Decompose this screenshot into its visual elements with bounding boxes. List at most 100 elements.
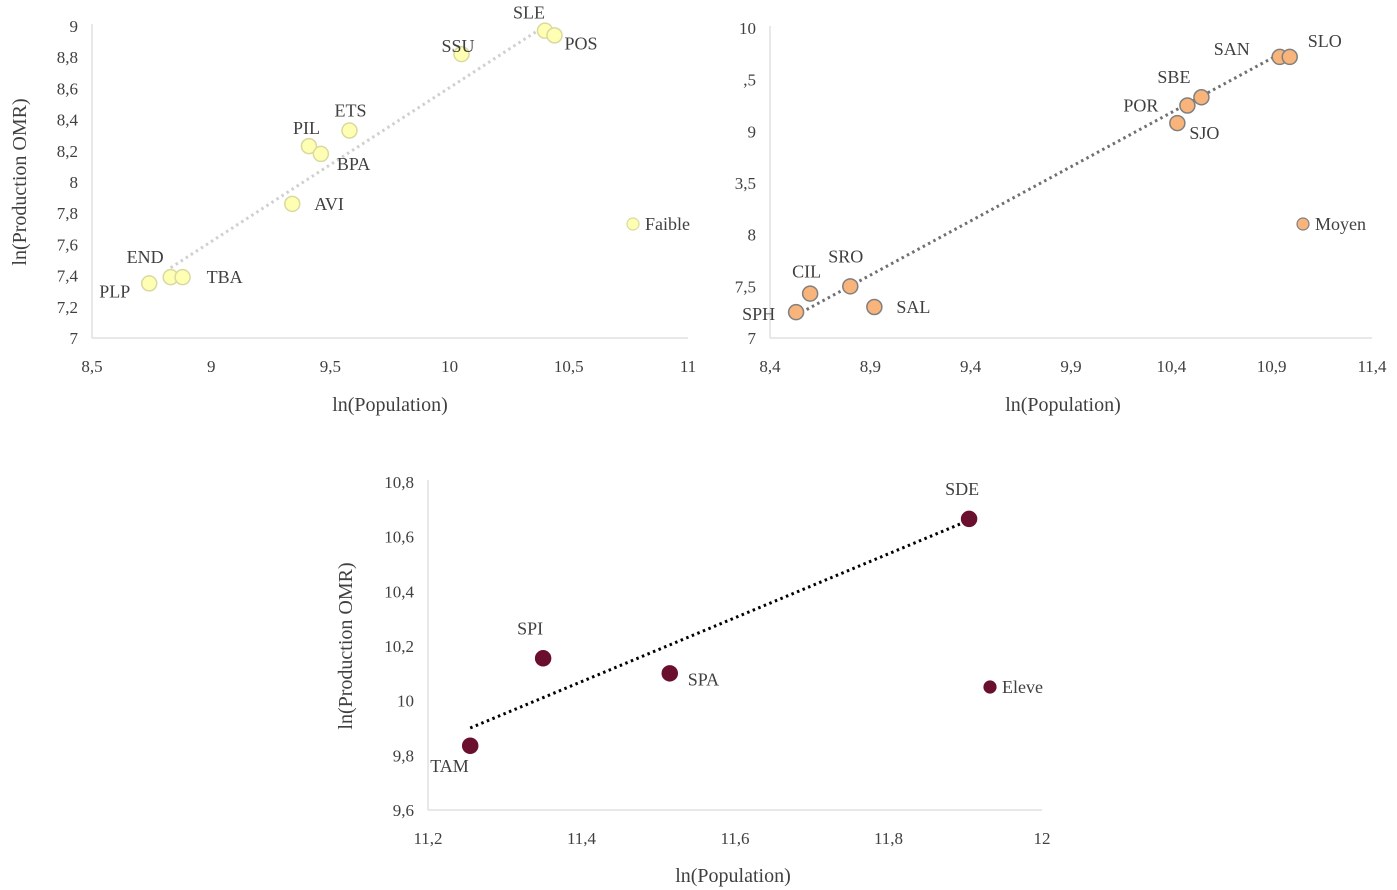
point-label: ETS	[334, 101, 366, 121]
point-label: BPA	[337, 154, 370, 174]
y-tick-label: 7,4	[57, 267, 79, 286]
point-label: SDE	[945, 479, 979, 499]
point-label: SAL	[896, 297, 930, 317]
x-tick-label: 9,5	[320, 357, 341, 376]
y-axis-title: ln(Production OMR)	[335, 562, 357, 729]
x-tick-label: 8,4	[759, 357, 781, 376]
point-label: SLO	[1308, 31, 1342, 51]
point-sde	[960, 510, 978, 528]
y-tick-label: 8,4	[57, 111, 79, 130]
y-tick-label: 10,4	[384, 582, 414, 601]
point-pos	[546, 27, 563, 44]
y-tick-label: 7	[70, 329, 79, 348]
x-tick-label: 9	[207, 357, 216, 376]
y-tick-label: 9,8	[393, 746, 414, 765]
y-tick-label: 9,6	[393, 801, 414, 820]
point-plp	[140, 275, 158, 292]
y-tick-label: 3,5	[735, 174, 756, 193]
point-por	[1179, 97, 1196, 114]
x-tick-label: 11,8	[874, 829, 903, 848]
point-slo	[1281, 48, 1298, 66]
point-sal	[866, 298, 883, 316]
legend-label: Eleve	[1002, 677, 1043, 697]
point-bpa	[312, 145, 330, 163]
y-tick-label: 10,6	[384, 528, 414, 547]
legend-marker	[983, 680, 997, 694]
point-tam	[461, 737, 479, 755]
x-axis-title: ln(Population)	[675, 865, 791, 887]
y-tick-label: 7,2	[57, 298, 78, 317]
point-label: SPI	[517, 618, 543, 638]
point-label: SAN	[1214, 39, 1250, 59]
y-tick-label: 8,2	[57, 142, 78, 161]
point-label: POR	[1123, 96, 1158, 116]
y-axis-title: ln(Production OMR)	[9, 98, 31, 265]
point-label: POS	[564, 33, 597, 53]
point-spa	[661, 665, 679, 682]
point-sph	[787, 303, 805, 321]
point-label: AVI	[314, 194, 344, 214]
x-tick-label: 11,4	[1357, 357, 1387, 376]
legend-marker	[626, 217, 640, 231]
x-tick-label: 10	[441, 357, 458, 376]
y-tick-label: 9	[70, 17, 79, 36]
x-tick-label: 10,5	[554, 357, 584, 376]
x-tick-label: 9,4	[960, 357, 982, 376]
x-tick-label: 11,2	[413, 829, 442, 848]
y-tick-label: ,5	[743, 71, 756, 90]
x-tick-label: 11,6	[720, 829, 749, 848]
x-axis-title: ln(Population)	[1005, 394, 1121, 416]
point-avi	[284, 195, 301, 213]
chart-3: 11,2 11,4 11,6 11,8 12 9,6 9,8 10 10,2 10,4 10,6 10…	[335, 473, 1051, 887]
chart-1: 8,5 9 9,5 10 10,5 11 7 7,2 7,4 7,6 7,8 8 8,2 8,4 8,6 8,…	[9, 3, 696, 416]
point-sjo	[1169, 114, 1186, 132]
point-label: SRO	[828, 246, 863, 266]
point-label: SSU	[442, 36, 475, 56]
x-tick-label: 10,9	[1257, 357, 1287, 376]
y-tick-label: 7,6	[57, 235, 78, 254]
y-tick-label: 7,8	[57, 204, 78, 223]
point-label: PLP	[99, 281, 130, 301]
y-tick-label: 10,8	[384, 473, 414, 492]
point-tba	[174, 268, 191, 286]
point-label: TBA	[207, 267, 243, 287]
x-tick-label: 11,4	[567, 829, 597, 848]
point-label: TAM	[430, 756, 469, 776]
y-tick-label: 8	[70, 173, 79, 192]
point-spi	[534, 650, 552, 667]
point-label: END	[127, 247, 164, 267]
y-tick-label: 10	[397, 692, 414, 711]
point-ets	[341, 122, 358, 139]
x-tick-label: 8,9	[860, 357, 881, 376]
y-tick-label: 7	[748, 329, 757, 348]
y-tick-label: 7,5	[735, 277, 756, 296]
point-label: SPA	[688, 669, 719, 689]
x-axis-title: ln(Population)	[332, 394, 448, 416]
point-label: SBE	[1157, 67, 1190, 87]
x-tick-label: 9,9	[1060, 357, 1081, 376]
point-label: PIL	[293, 118, 320, 138]
point-cil	[801, 285, 819, 302]
y-tick-label: 9	[748, 122, 757, 141]
x-tick-label: 12	[1034, 829, 1051, 848]
legend-label: Faible	[645, 214, 690, 234]
x-tick-label: 10,4	[1156, 357, 1186, 376]
chart-2: 8,4 8,9 9,4 9,9 10,4 10,9 11,4 7 7,5 8 3,5 9 ,5 10 ln(…	[735, 19, 1387, 416]
y-tick-label: 8,8	[57, 48, 78, 67]
trendline	[795, 50, 1285, 317]
y-tick-label: 10,2	[384, 637, 414, 656]
point-ssu	[453, 45, 470, 63]
y-tick-label: 8	[748, 226, 757, 245]
point-sbe	[1193, 88, 1210, 106]
trendline	[169, 24, 546, 270]
legend-marker	[1296, 217, 1310, 231]
y-tick-label: 10	[739, 19, 756, 38]
point-label: SLE	[513, 3, 545, 23]
point-sro	[842, 278, 859, 295]
x-tick-label: 8,5	[81, 357, 102, 376]
y-tick-label: 8,6	[57, 79, 78, 98]
trendline	[469, 518, 970, 730]
point-pil	[300, 137, 318, 155]
legend-label: Moyen	[1315, 214, 1366, 234]
